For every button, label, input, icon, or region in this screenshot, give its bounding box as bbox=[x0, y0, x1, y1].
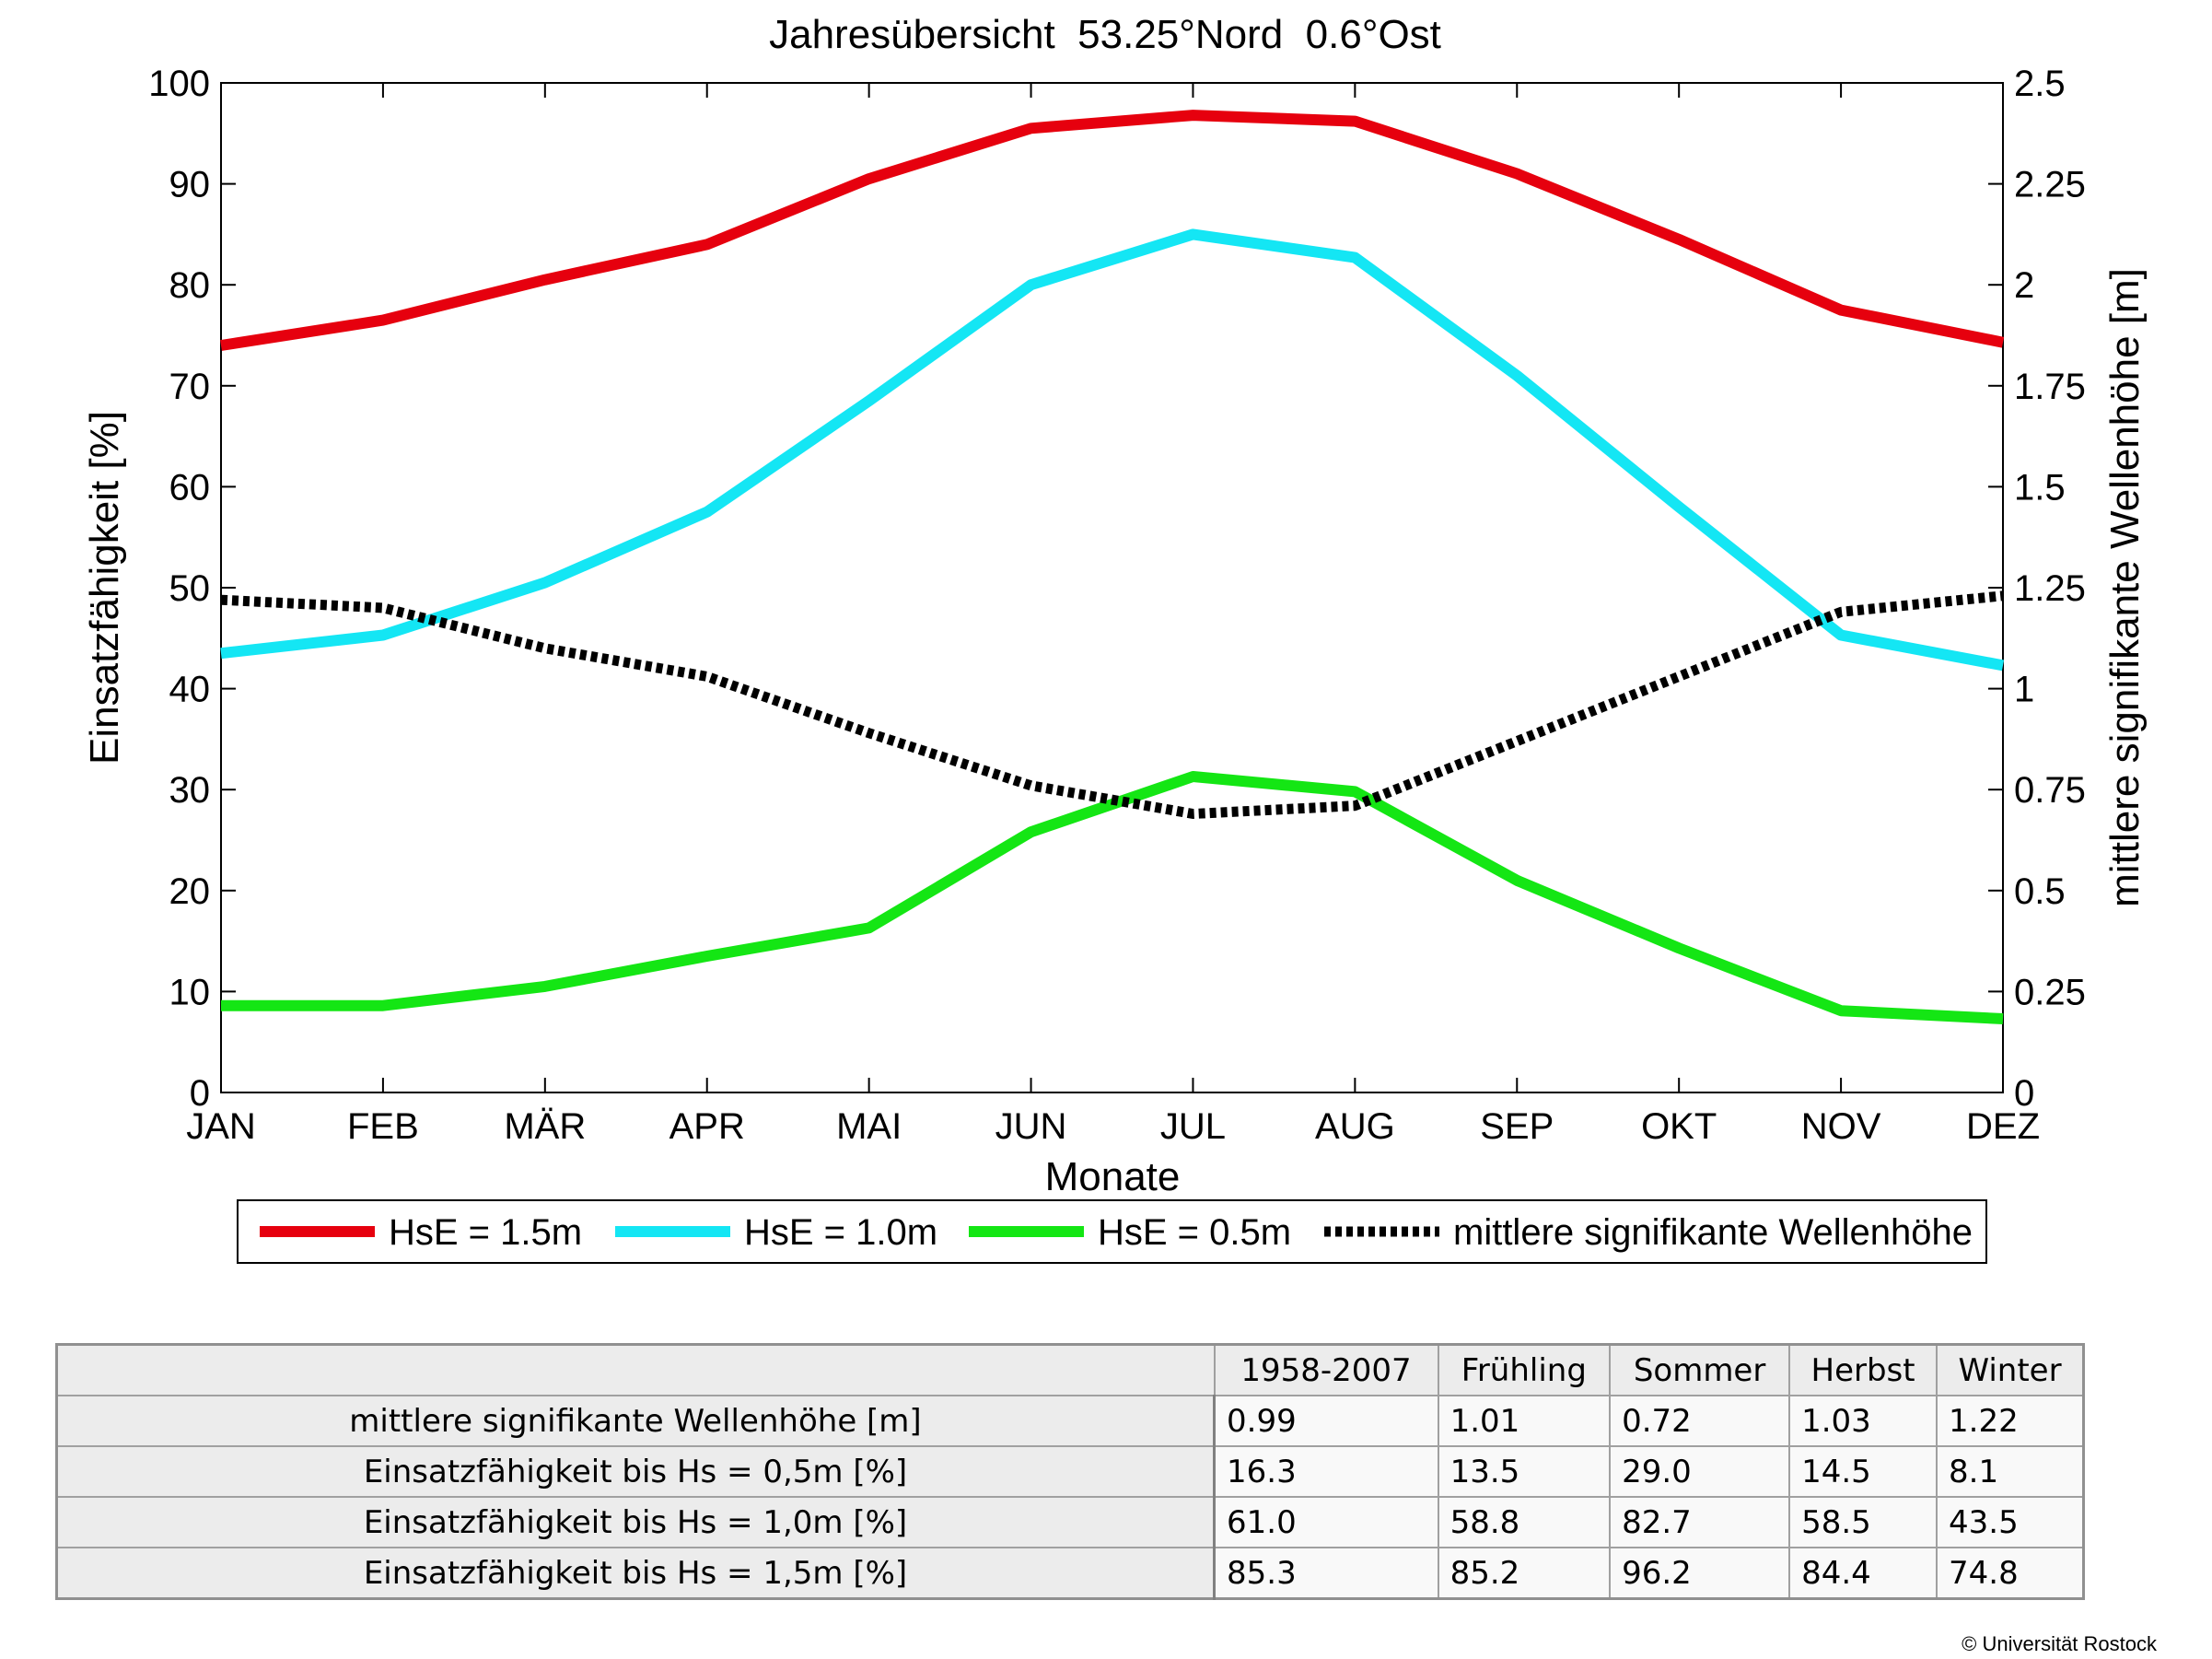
y2-tick-label: 2.5 bbox=[2014, 64, 2066, 104]
summary-table: 1958-2007 Frühling Sommer Herbst Winter … bbox=[55, 1343, 2085, 1600]
table-cell: 61.0 bbox=[1213, 1496, 1439, 1548]
table-corner-cell bbox=[55, 1343, 1216, 1396]
table-cell: 84.4 bbox=[1788, 1547, 1938, 1600]
x-tick-label: AUG bbox=[1315, 1106, 1395, 1147]
legend-label-3: mittlere signifikante Wellenhöhe bbox=[1453, 1212, 1973, 1253]
table-cell: 82.7 bbox=[1609, 1496, 1791, 1548]
row-label: mittlere signifikante Wellenhöhe [m] bbox=[55, 1395, 1216, 1447]
y2-tick-label: 0.5 bbox=[2014, 871, 2066, 912]
y2-tick-label: 1.75 bbox=[2014, 367, 2086, 407]
x-tick-label: MAI bbox=[836, 1106, 902, 1147]
y-tick-label: 40 bbox=[169, 670, 211, 710]
legend: HsE = 1.5m HsE = 1.0m HsE = 0.5m mittlere s… bbox=[237, 1199, 1987, 1264]
chart-title: Jahresübersicht 53.25°Nord 0.6°Ost bbox=[769, 12, 1441, 57]
row-label: Einsatzfähigkeit bis Hs = 0,5m [%] bbox=[55, 1445, 1216, 1498]
legend-label-1: HsE = 1.0m bbox=[744, 1212, 937, 1253]
series-line-2 bbox=[221, 771, 2004, 1024]
row-label: Einsatzfähigkeit bis Hs = 1,5m [%] bbox=[55, 1547, 1216, 1600]
y2-tick-label: 0.75 bbox=[2014, 770, 2086, 811]
table-cell: 29.0 bbox=[1609, 1445, 1791, 1498]
y2-tick-label: 2.25 bbox=[2014, 165, 2086, 205]
table-cell: 74.8 bbox=[1936, 1547, 2085, 1600]
y2-tick-label: 0.25 bbox=[2014, 972, 2086, 1012]
table-row: Einsatzfähigkeit bis Hs = 1,0m [%] 61.0 … bbox=[55, 1496, 2085, 1548]
y-tick-label: 50 bbox=[169, 568, 211, 609]
x-tick-label: FEB bbox=[347, 1106, 419, 1147]
chart: Jahresübersicht 53.25°Nord 0.6°Ost JAN FE… bbox=[82, 12, 2148, 1264]
table-cell: 1.01 bbox=[1437, 1395, 1612, 1447]
table-header-winter: Winter bbox=[1936, 1343, 2085, 1396]
series-line-1 bbox=[220, 228, 2005, 672]
x-axis-label: Monate bbox=[1045, 1154, 1181, 1199]
table-header-herbst: Herbst bbox=[1788, 1343, 1938, 1396]
table-cell: 58.5 bbox=[1788, 1496, 1938, 1548]
x-tick-label: DEZ bbox=[1966, 1106, 2040, 1147]
y-tick-label: 100 bbox=[148, 64, 210, 104]
y-tick-label: 0 bbox=[190, 1073, 210, 1114]
table-header-sommer: Sommer bbox=[1609, 1343, 1791, 1396]
table-row: Einsatzfähigkeit bis Hs = 0,5m [%] 16.3 … bbox=[55, 1445, 2085, 1498]
table-cell: 96.2 bbox=[1609, 1547, 1791, 1600]
y-tick-label: 80 bbox=[169, 265, 211, 306]
x-tick-label: NOV bbox=[1801, 1106, 1881, 1147]
x-tick-label: JUN bbox=[995, 1106, 1067, 1147]
copyright-notice: © Universität Rostock bbox=[1962, 1632, 2157, 1655]
table-cell: 1.03 bbox=[1788, 1395, 1938, 1447]
x-tick-label: SEP bbox=[1480, 1106, 1554, 1147]
y2-tick-label: 0 bbox=[2014, 1073, 2034, 1114]
y2-tick-label: 1 bbox=[2014, 670, 2034, 710]
y-tick-label: 70 bbox=[169, 367, 211, 407]
table-cell: 58.8 bbox=[1437, 1496, 1612, 1548]
table-cell: 14.5 bbox=[1788, 1445, 1938, 1498]
x-tick-label: JAN bbox=[186, 1106, 256, 1147]
y-tick-label: 30 bbox=[169, 770, 211, 811]
table-cell: 13.5 bbox=[1437, 1445, 1612, 1498]
x-tick-label: OKT bbox=[1641, 1106, 1717, 1147]
row-label: Einsatzfähigkeit bis Hs = 1,0m [%] bbox=[55, 1496, 1216, 1548]
legend-label-0: HsE = 1.5m bbox=[389, 1212, 582, 1253]
y-tick-label: 90 bbox=[169, 165, 211, 205]
y-axis-label: Einsatzfähigkeit [%] bbox=[82, 411, 127, 765]
table-cell: 85.3 bbox=[1213, 1547, 1439, 1600]
y-tick-label: 10 bbox=[169, 972, 211, 1012]
table-header-fruehling: Frühling bbox=[1437, 1343, 1612, 1396]
table-cell: 8.1 bbox=[1936, 1445, 2085, 1498]
y2-axis-label: mittlere signifikante Wellenhöhe [m] bbox=[2102, 268, 2148, 907]
y-tick-label: 60 bbox=[169, 467, 211, 508]
y-tick-label: 20 bbox=[169, 871, 211, 912]
table-row: mittlere signifikante Wellenhöhe [m] 0.9… bbox=[55, 1395, 2085, 1447]
table-header-row: 1958-2007 Frühling Sommer Herbst Winter bbox=[55, 1343, 2085, 1396]
plot-frame bbox=[220, 82, 2004, 1093]
table-cell: 1.22 bbox=[1936, 1395, 2085, 1447]
table-cell: 43.5 bbox=[1936, 1496, 2085, 1548]
y2-tick-label: 1.25 bbox=[2014, 568, 2086, 609]
legend-label-2: HsE = 0.5m bbox=[1098, 1212, 1291, 1253]
y2-tick-label: 1.5 bbox=[2014, 467, 2066, 508]
y2-tick-label: 2 bbox=[2014, 265, 2034, 306]
table-header-period: 1958-2007 bbox=[1213, 1343, 1439, 1396]
x-tick-label: JUL bbox=[1160, 1106, 1226, 1147]
series-line-0 bbox=[220, 110, 2005, 351]
table-cell: 0.72 bbox=[1609, 1395, 1791, 1447]
series-line-3 bbox=[220, 590, 2004, 819]
x-tick-label: MÄR bbox=[504, 1106, 586, 1147]
table-cell: 16.3 bbox=[1213, 1445, 1439, 1498]
x-tick-label: APR bbox=[669, 1106, 745, 1147]
table-cell: 0.99 bbox=[1213, 1395, 1439, 1447]
table-row: Einsatzfähigkeit bis Hs = 1,5m [%] 85.3 … bbox=[55, 1547, 2085, 1600]
table-cell: 85.2 bbox=[1437, 1547, 1612, 1600]
legend-frame bbox=[237, 1199, 1987, 1264]
